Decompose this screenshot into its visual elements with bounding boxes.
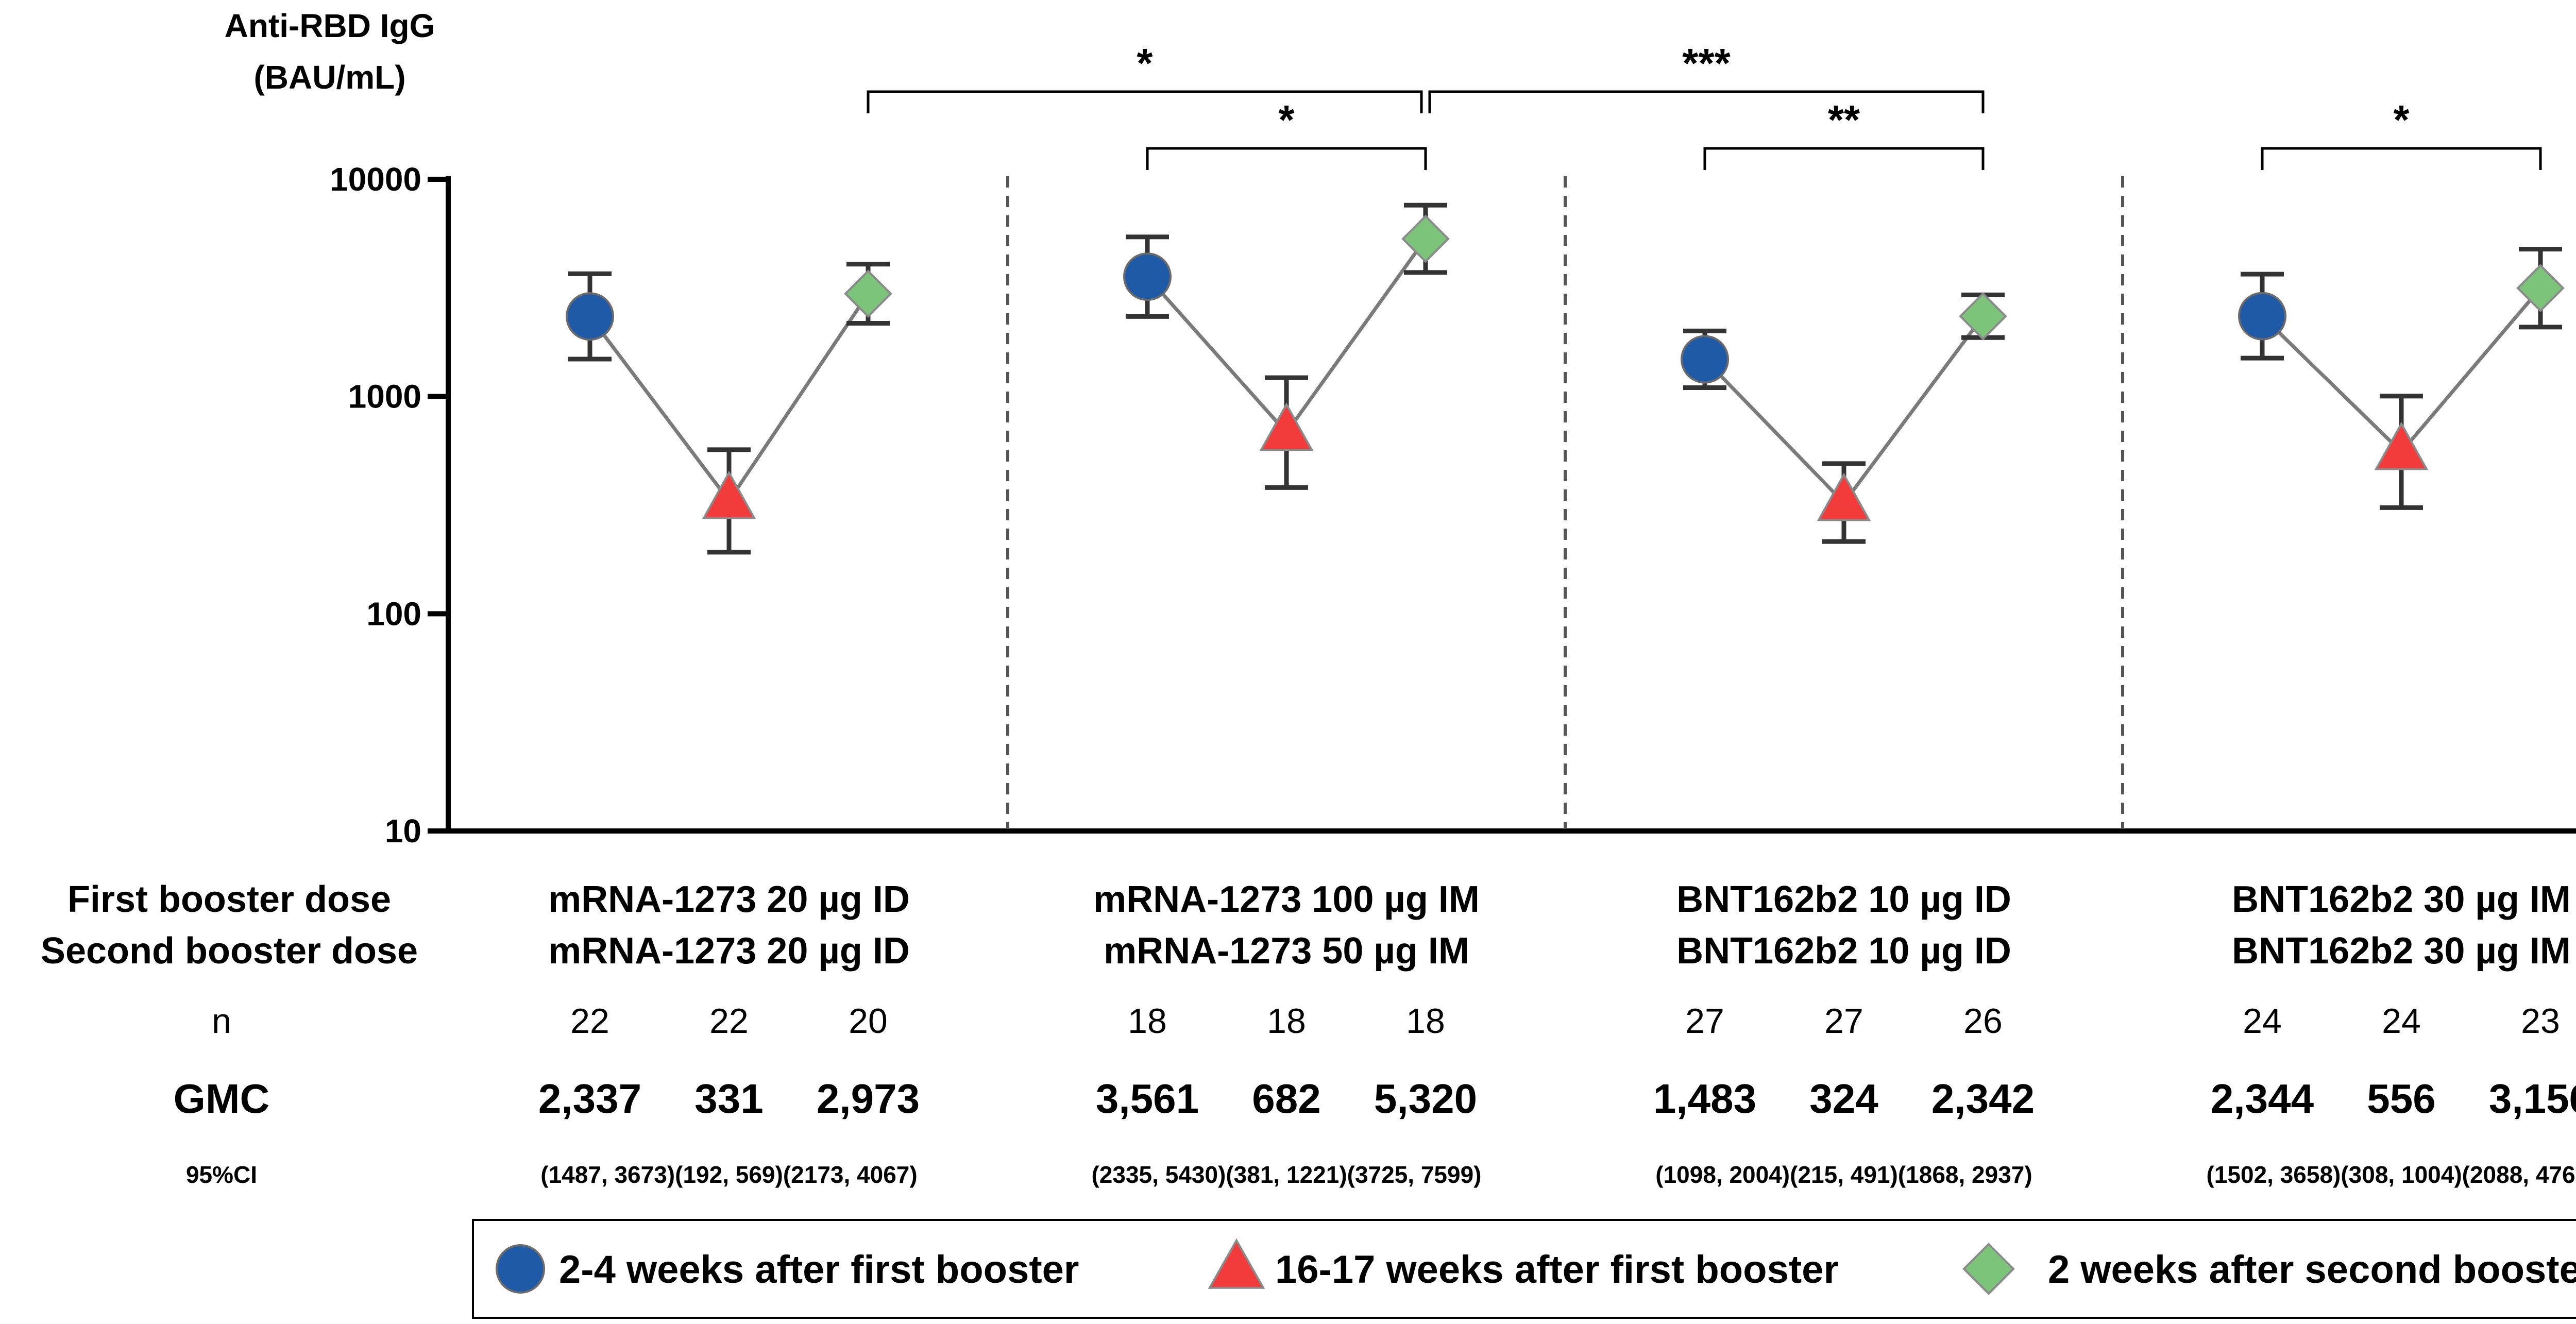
n-value: 27 [1824,1002,1863,1041]
data-point-diamond [844,269,892,318]
row-label-second-booster: Second booster dose [41,930,418,972]
y-tick-label: 10 [385,812,421,850]
y-axis-label: Anti-RBD IgG (BAU/mL) [225,7,435,96]
significance-bracket [1703,147,1985,170]
data-point-diamond [1959,292,2007,341]
gmc-value: 556 [2367,1076,2435,1122]
significance-bracket [1428,90,1985,113]
data-point-circle [1123,252,1172,301]
legend-marker-diamond [1962,1243,2015,1295]
y-tick-label: 100 [366,595,421,632]
group-second-booster-label: BNT162b2 30 µg IM [2232,930,2571,972]
significance-bracket [1146,147,1427,170]
ci-values: (2335, 5430)(381, 1221)(3725, 7599) [1091,1161,1481,1188]
gmc-value: 2,342 [1931,1076,2035,1122]
row-label-ci: 95%CI [186,1161,257,1188]
legend-marker-circle [496,1244,545,1294]
ci-value: (2335, 5430) [1091,1161,1226,1188]
ci-values: (1487, 3673)(192, 569)(2173, 4067) [540,1161,917,1188]
significance-label: * [1137,40,1153,86]
ci-value: (192, 569) [675,1161,783,1188]
legend-label: 16-17 weeks after first booster [1275,1248,1839,1292]
gmc-value: 3,561 [1096,1076,1199,1122]
ci-value: (1502, 3658) [2206,1161,2341,1188]
data-points [566,214,2565,521]
ci-value: (1868, 2937) [1898,1161,2032,1188]
ci-value: (381, 1221) [1226,1161,1347,1188]
row-label-gmc: GMC [174,1076,270,1122]
error-bars [568,202,2562,555]
gmc-value: 5,320 [1374,1076,1477,1122]
data-point-triangle [2374,421,2429,470]
significance-label: ** [1828,97,1860,143]
ci-value: (1098, 2004) [1655,1161,1790,1188]
significance-label: * [1278,97,1295,143]
n-value: 23 [2521,1002,2560,1041]
legend: 2-4 weeks after first booster 16-17 weeks… [472,1219,2576,1319]
n-value: 24 [2382,1002,2421,1041]
significance-label: * [2393,97,2410,143]
axes: 10 100 1000 10000 [330,161,2576,850]
group-second-booster-label: mRNA-1273 50 µg IM [1104,930,1469,972]
y-tick-label: 10000 [330,161,421,198]
ci-value: (3725, 7599) [1347,1161,1482,1188]
data-point-triangle [702,470,756,519]
legend-box [472,1219,2576,1319]
data-point-triangle [1817,472,1871,521]
y-axis-label-line-1: Anti-RBD IgG [225,7,435,44]
n-value: 18 [1128,1002,1167,1041]
gmc-value: 682 [1252,1076,1320,1122]
n-value: 27 [1685,1002,1724,1041]
ci-value: (1487, 3673) [540,1161,675,1188]
ci-value: (2088, 4769) [2462,1161,2576,1188]
n-value: 22 [570,1002,609,1041]
significance-label: *** [1682,40,1731,86]
gmc-value: 2,973 [817,1076,920,1122]
gmc-value: 2,337 [538,1076,641,1122]
gmc-value: 3,156 [2489,1076,2576,1122]
data-table: First booster dose Second booster dose n GM… [41,879,2576,1188]
y-tick-label: 1000 [348,378,421,415]
gmc-value: 1,483 [1653,1076,1756,1122]
ci-value: (2173, 4067) [783,1161,918,1188]
significance-bracket [867,90,1423,113]
legend-marker-triangle [1208,1238,1265,1289]
significance-brackets: * **** ** * [867,40,2542,170]
y-axis-label-line-2: (BAU/mL) [253,59,405,96]
n-value: 20 [849,1002,888,1041]
n-value: 18 [1267,1002,1306,1041]
data-point-diamond [2516,264,2565,313]
n-value: 18 [1406,1002,1445,1041]
n-value: 26 [1963,1002,2003,1041]
ci-values: (1502, 3658)(308, 1004)(2088, 4769) [2206,1161,2576,1188]
gmc-value: 331 [694,1076,763,1122]
data-point-circle [566,292,614,341]
group-second-booster-label: BNT162b2 10 µg ID [1676,930,2011,972]
group-first-booster-label: BNT162b2 30 µg IM [2232,879,2571,920]
n-value: 24 [2243,1002,2282,1041]
group-separators [1006,176,2124,829]
row-label-n: n [212,1002,231,1041]
gmc-value: 324 [1809,1076,1878,1122]
group-second-booster-label: mRNA-1273 20 µg ID [548,930,910,972]
gmc-value: 2,344 [2211,1076,2314,1122]
row-label-first-booster: First booster dose [67,879,391,920]
group-first-booster-label: BNT162b2 10 µg ID [1676,879,2011,920]
data-point-triangle [1259,402,1314,451]
data-point-circle [1681,335,1729,384]
data-point-circle [2238,292,2286,341]
legend-label: 2-4 weeks after first booster [559,1248,1079,1292]
group-first-booster-label: mRNA-1273 20 µg ID [548,879,910,920]
ci-value: (308, 1004) [2341,1161,2462,1188]
significance-bracket [2261,147,2542,170]
ci-value: (215, 491) [1790,1161,1898,1188]
legend-label: 2 weeks after second booster [2048,1248,2576,1292]
ci-values: (1098, 2004)(215, 491)(1868, 2937) [1655,1161,2032,1188]
data-point-diamond [1401,214,1450,263]
group-first-booster-label: mRNA-1273 100 µg IM [1093,879,1480,920]
n-value: 22 [709,1002,749,1041]
